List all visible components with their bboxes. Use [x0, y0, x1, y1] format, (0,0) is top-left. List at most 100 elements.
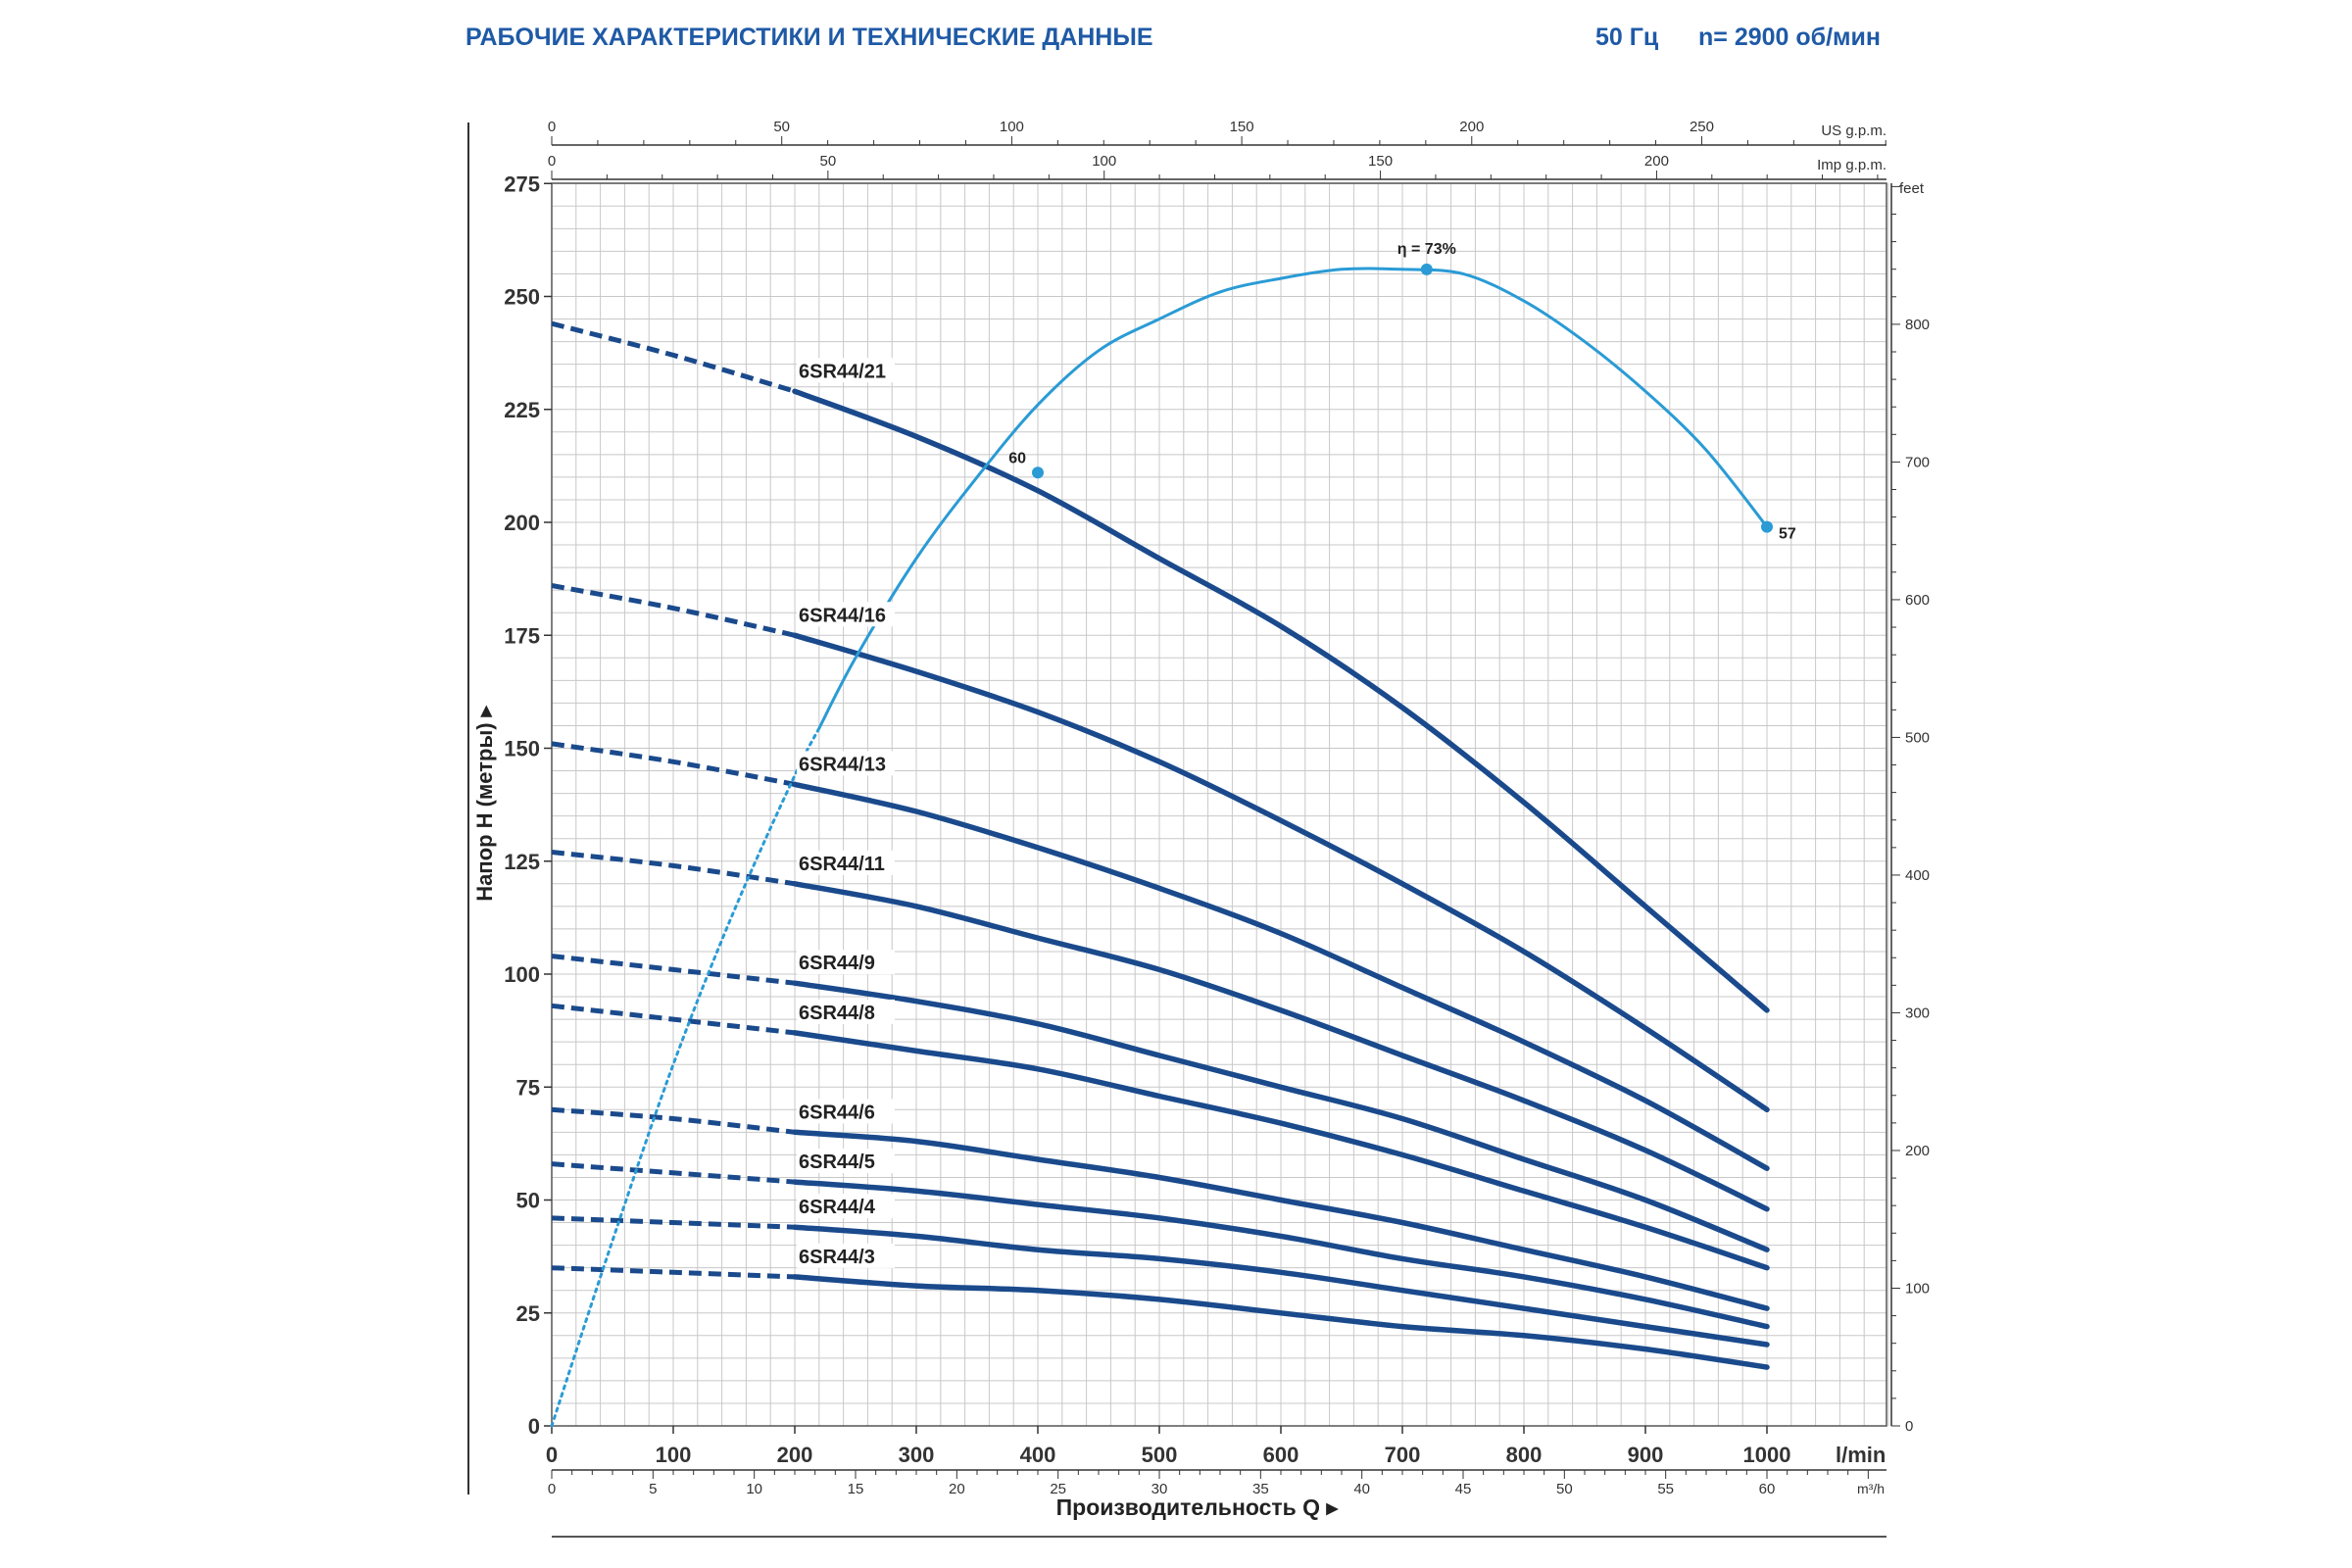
y-tick-label: 200	[504, 511, 540, 535]
pump-curve	[792, 1274, 1770, 1370]
efficiency-label: η = 73%	[1397, 241, 1456, 258]
y-tick-label: 250	[504, 285, 540, 310]
m3h-unit-label: m³/h	[1857, 1481, 1885, 1496]
series-label-bg	[797, 1243, 895, 1268]
pump-curve	[792, 632, 1770, 1113]
imp-gpm-unit-label: Imp g.p.m.	[1817, 157, 1886, 173]
pump-curve	[792, 1129, 1770, 1311]
us-gpm-tick-label: 250	[1690, 119, 1714, 135]
pump-curve	[792, 781, 1770, 1171]
series-label-bg	[797, 751, 895, 776]
x-tick-label: 1000	[1743, 1443, 1791, 1467]
m3h-tick-label: 40	[1353, 1481, 1370, 1497]
series-label-bg	[797, 602, 895, 627]
m3h-tick-label: 45	[1455, 1481, 1472, 1497]
us-gpm-tick-label: 0	[548, 119, 556, 135]
y-tick-label: 75	[516, 1075, 540, 1100]
series-label: 6SR44/6	[799, 1102, 875, 1123]
y-tick-label: 150	[504, 737, 540, 761]
imp-gpm-tick-label: 0	[548, 153, 556, 170]
m3h-tick-label: 30	[1152, 1481, 1168, 1497]
x-tick-label: 500	[1142, 1443, 1178, 1467]
series-label-bg	[797, 1194, 895, 1219]
pump-curve	[792, 1179, 1770, 1330]
feet-tick-label: 600	[1905, 592, 1930, 609]
pump-curve	[792, 881, 1770, 1212]
y-tick-label: 275	[504, 172, 540, 196]
efficiency-label: 60	[1008, 450, 1026, 466]
y-axis-title: Напор H (метры) ▸	[472, 705, 497, 901]
feet-tick-label: 500	[1905, 729, 1930, 746]
pump-curve-dashed	[551, 1215, 796, 1230]
us-gpm-tick-label: 50	[773, 119, 790, 135]
x-tick-label: 200	[777, 1443, 813, 1467]
imp-gpm-tick-label: 150	[1368, 153, 1393, 170]
m3h-tick-label: 10	[746, 1481, 762, 1497]
pump-curve	[792, 1030, 1770, 1271]
efficiency-label: 57	[1779, 526, 1796, 543]
pump-curve	[792, 388, 1770, 1013]
efficiency-point	[1761, 520, 1773, 533]
series-label: 6SR44/21	[799, 361, 886, 382]
us-gpm-tick-label: 100	[1000, 119, 1024, 135]
series-label-bg	[797, 1149, 895, 1174]
efficiency-point	[1420, 263, 1433, 275]
series-label: 6SR44/11	[799, 854, 885, 875]
series-label: 6SR44/16	[799, 605, 886, 626]
pump-curve-dashed	[551, 1003, 796, 1036]
x-tick-label: 100	[656, 1443, 692, 1467]
pump-curve-dashed	[551, 1265, 796, 1280]
efficiency-curve-line	[817, 267, 1769, 729]
m3h-tick-label: 25	[1050, 1481, 1066, 1497]
pump-curve-dashed	[551, 583, 796, 638]
feet-unit-label: feet	[1899, 180, 1925, 197]
y-tick-label: 125	[504, 850, 540, 874]
feet-tick-label: 800	[1905, 317, 1930, 333]
y-tick-label: 175	[504, 623, 540, 648]
y-tick-label: 50	[516, 1189, 540, 1213]
series-label-bg	[797, 358, 895, 383]
pump-curve-dashed	[551, 320, 796, 394]
m3h-tick-label: 15	[848, 1481, 864, 1497]
series-label: 6SR44/9	[799, 953, 875, 974]
series-label-bg	[797, 1099, 895, 1124]
us-gpm-tick-label: 200	[1459, 119, 1484, 135]
feet-tick-label: 300	[1905, 1004, 1930, 1021]
pump-curve-dashed	[551, 954, 796, 986]
x-tick-label: 900	[1628, 1443, 1664, 1467]
x-tick-label: 0	[546, 1443, 558, 1467]
series-label-bg	[797, 950, 895, 975]
efficiency-curve-dotted	[550, 726, 821, 1428]
frequency-label: 50 Гц	[1595, 24, 1659, 51]
us-gpm-unit-label: US g.p.m.	[1821, 122, 1886, 139]
y-tick-label: 0	[528, 1414, 540, 1439]
pump-curve	[792, 1224, 1770, 1348]
x-tick-label: 400	[1020, 1443, 1056, 1467]
x-unit-label: l/min	[1836, 1443, 1886, 1467]
efficiency-point	[1032, 466, 1044, 479]
plot-frame	[551, 182, 1887, 1427]
imp-gpm-tick-label: 100	[1092, 153, 1116, 170]
feet-tick-label: 200	[1905, 1143, 1930, 1159]
feet-tick-label: 0	[1905, 1418, 1913, 1435]
x-tick-label: 800	[1506, 1443, 1543, 1467]
series-label: 6SR44/4	[799, 1197, 876, 1218]
imp-gpm-tick-label: 200	[1644, 153, 1669, 170]
pump-curve-dashed	[551, 850, 796, 887]
y-tick-label: 225	[504, 398, 540, 422]
efficiency-curve	[550, 263, 1773, 1428]
x-tick-label: 700	[1385, 1443, 1421, 1467]
pump-curve-dashed	[551, 1161, 796, 1185]
feet-tick-label: 400	[1905, 867, 1930, 884]
x-axis-title: Производительность Q ▸	[1056, 1494, 1340, 1520]
feet-tick-label: 100	[1905, 1280, 1930, 1297]
series-label-bg	[797, 850, 895, 875]
speed-label: n= 2900 об/мин	[1698, 24, 1881, 51]
pump-curve	[792, 980, 1770, 1252]
pump-curves	[551, 320, 1770, 1370]
chart-title: РАБОЧИЕ ХАРАКТЕРИСТИКИ И ТЕХНИЧЕСКИЕ ДАН…	[466, 24, 1153, 51]
m3h-tick-label: 60	[1759, 1481, 1776, 1497]
pump-curve-dashed	[551, 741, 796, 787]
